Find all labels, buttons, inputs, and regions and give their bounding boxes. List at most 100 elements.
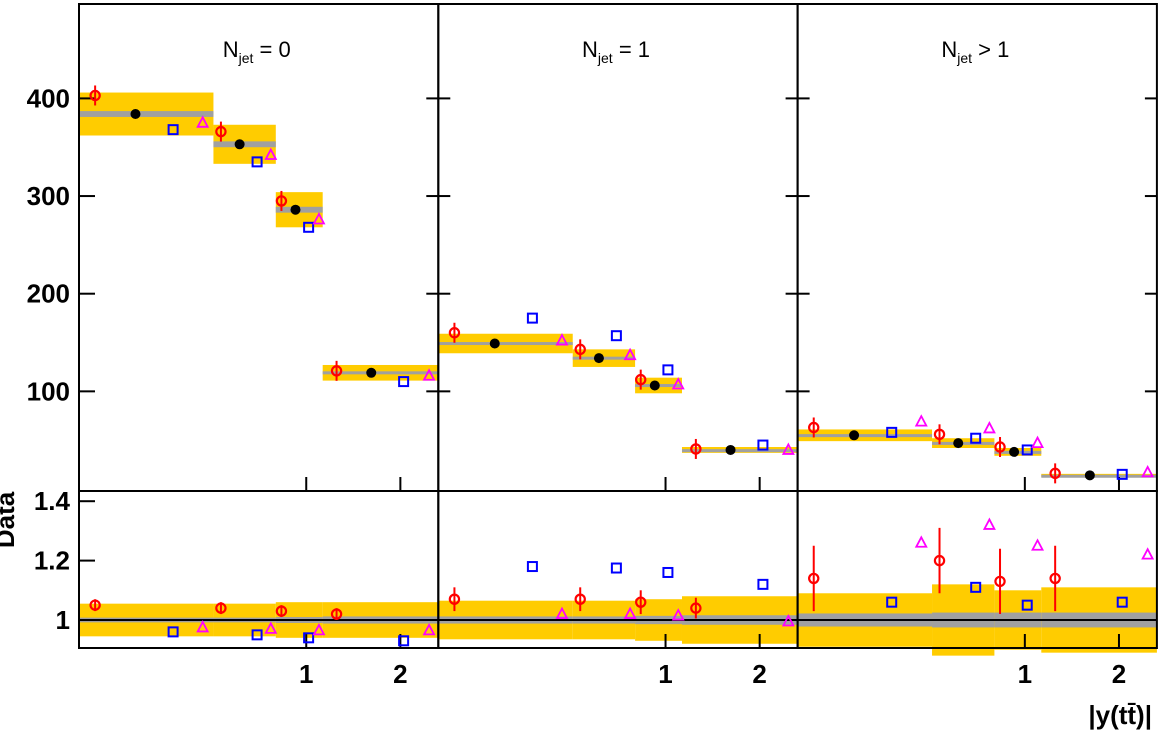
- ratio-triangle-p2-b3: [1141, 547, 1155, 560]
- top-panel-frame-p1: [437, 3, 799, 492]
- xtick-label-p2-1: 2: [1112, 659, 1126, 689]
- ratio-square-p2-b2: [1021, 599, 1033, 611]
- top-data-point-p0-b2: [290, 204, 301, 215]
- bands-layer: [79, 92, 1157, 656]
- top-triangle-p1-b2: [671, 377, 685, 390]
- top-triangle-p0-b2: [312, 212, 326, 225]
- ratio-circle-p1-b0: [448, 593, 461, 605]
- top-data-point-p0-b0: [130, 109, 141, 120]
- ratio-triangle-p2-b1: [982, 517, 996, 530]
- ytick-label-ratio-0: 1: [56, 605, 70, 635]
- top-square-p0-b2: [303, 221, 315, 233]
- top-data-point-p2-b3: [1084, 470, 1095, 481]
- top-data-point-p2-b2: [1009, 446, 1020, 457]
- top-square-p2-b1: [970, 432, 982, 444]
- top-triangle-p2-b3: [1141, 464, 1155, 478]
- top-stat-band-p2-b3: [1041, 474, 1157, 478]
- ratio-square-p0-b3: [398, 635, 410, 647]
- ratio-square-p1-b2: [662, 566, 674, 578]
- ratio-circle-p2-b2: [994, 575, 1006, 588]
- ytick-label-top-2: 300: [27, 181, 70, 211]
- top-data-point-p1-b1: [593, 353, 604, 364]
- top-triangle-p2-b1: [982, 421, 996, 434]
- top-stat-band-p2-b0: [797, 434, 933, 438]
- top-triangle-p1-b1: [623, 347, 637, 361]
- top-square-p2-b2: [1021, 444, 1033, 456]
- ratio-triangle-p2-b2: [1031, 538, 1045, 551]
- ratio-triangle-p2-b0: [914, 535, 928, 548]
- top-stat-band-p0-b0: [79, 111, 214, 117]
- xtick-label-p0-0: 1: [299, 659, 313, 689]
- ratio-square-p1-b0: [526, 561, 538, 573]
- top-square-p1-b3: [757, 439, 769, 451]
- top-square-p0-b3: [398, 376, 410, 388]
- top-data-point-p1-b3: [725, 444, 736, 455]
- ratio-triangle-p1-b3: [781, 614, 795, 627]
- ratio-square-p2-b1: [970, 581, 982, 593]
- ratio-circle-p0-b0: [89, 599, 101, 611]
- ratio-square-p0-b1: [251, 629, 263, 641]
- top-panel-frame-p0: [78, 3, 440, 492]
- labels-layer: Njet = 0 1 2 Njet = 1 1 2 Njet > 1 1 2 100 200 300 4…: [0, 37, 1152, 730]
- top-square-p0-b0: [167, 124, 179, 136]
- top-data-point-p0-b3: [366, 367, 377, 378]
- top-data-point-p1-b2: [649, 380, 660, 391]
- top-triangle-p2-b0: [914, 414, 928, 427]
- top-stat-band-p0-b3: [322, 371, 439, 375]
- ratio-triangle-p1-b2: [671, 608, 685, 621]
- top-square-p0-b1: [251, 156, 263, 168]
- ratio-square-p0-b2: [303, 632, 315, 644]
- top-square-p1-b1: [610, 330, 622, 342]
- ratio-triangle-p0-b0: [196, 619, 210, 633]
- panel-title-p2: Njet > 1: [941, 37, 1009, 66]
- top-square-p1-b0: [526, 312, 538, 324]
- ytick-label-top-3: 400: [27, 83, 70, 113]
- ytick-label-top-1: 200: [27, 279, 70, 309]
- ratio-panel-frame-p2: [796, 490, 1158, 649]
- ytick-label-ratio-2: 1.4: [34, 486, 71, 516]
- top-square-p2-b3: [1116, 468, 1128, 480]
- xtick-label-p2-0: 1: [1018, 659, 1032, 689]
- marks-layer: [89, 85, 1155, 647]
- ratio-circle-p1-b3: [690, 602, 702, 614]
- ratio-triangle-p0-b2: [312, 622, 326, 636]
- top-stat-band-p1-b0: [438, 342, 573, 346]
- top-data-point-p1-b0: [489, 338, 500, 349]
- top-triangle-p0-b1: [264, 147, 278, 160]
- ratio-circle-p2-b3: [1049, 572, 1061, 585]
- ytick-label-ratio-1: 1.2: [34, 546, 70, 576]
- xtick-label-p1-0: 1: [658, 659, 672, 689]
- top-triangle-p1-b3: [781, 442, 795, 455]
- ratio-circle-p0-b3: [330, 608, 343, 620]
- ratio-triangle-p1-b0: [555, 606, 569, 619]
- ratio-square-p2-b3: [1116, 596, 1128, 608]
- ratio-square-p0-b0: [167, 626, 179, 638]
- top-data-point-p2-b1: [953, 438, 964, 449]
- ratio-circle-p2-b1: [933, 554, 946, 567]
- top-data-point-p2-b0: [849, 430, 860, 441]
- top-stat-band-p1-b3: [681, 449, 798, 453]
- panel-title-p1: Njet = 1: [582, 37, 650, 66]
- x-axis-title: |y(tt̄)|: [1088, 700, 1152, 730]
- ratio-circle-p2-b0: [808, 572, 820, 585]
- ratio-triangle-p0-b1: [264, 621, 278, 634]
- frame-layer: [78, 3, 1158, 649]
- ratio-square-p2-b0: [886, 596, 898, 608]
- top-square-p1-b2: [662, 364, 674, 376]
- ratio-circle-p1-b2: [635, 596, 647, 608]
- ratio-triangle-p0-b3: [422, 622, 436, 636]
- ratio-circle-p0-b1: [215, 602, 227, 614]
- panel-title-p0: Njet = 0: [223, 37, 291, 66]
- ratio-circle-p0-b2: [275, 605, 288, 617]
- top-square-p2-b0: [886, 426, 898, 438]
- top-triangle-p0-b0: [196, 115, 210, 128]
- ratio-axis-title: Data: [0, 491, 20, 548]
- ratio-square-p1-b3: [757, 578, 769, 590]
- top-triangle-p1-b0: [555, 333, 569, 346]
- top-triangle-p2-b2: [1031, 435, 1045, 449]
- top-data-point-p0-b1: [234, 139, 245, 150]
- top-panel-frame-p2: [796, 3, 1158, 492]
- top-triangle-p0-b3: [422, 368, 436, 381]
- ytick-label-top-0: 100: [27, 376, 70, 406]
